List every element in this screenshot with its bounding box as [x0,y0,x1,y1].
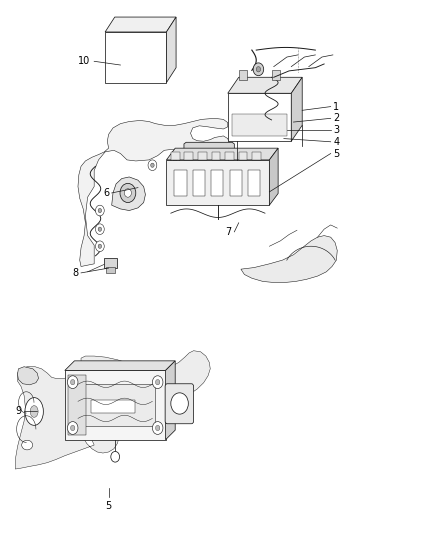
Text: 6: 6 [103,188,109,198]
Circle shape [152,422,163,434]
Polygon shape [166,361,175,440]
FancyBboxPatch shape [104,258,117,268]
Circle shape [155,425,160,431]
Bar [211,170,223,196]
Circle shape [120,183,136,203]
Text: 8: 8 [72,268,78,278]
Ellipse shape [21,440,32,450]
Circle shape [67,376,78,389]
Polygon shape [184,142,234,150]
Ellipse shape [30,406,38,417]
Circle shape [148,160,157,171]
Circle shape [151,163,154,167]
Text: 1: 1 [333,102,339,111]
Circle shape [98,244,102,248]
Circle shape [111,451,120,462]
Polygon shape [105,17,176,32]
Bar [106,266,115,273]
Bar [248,170,260,196]
Text: 5: 5 [106,501,112,511]
Bar [239,152,247,160]
Circle shape [256,67,261,72]
Polygon shape [18,367,39,385]
Text: 5: 5 [333,149,339,158]
Circle shape [171,156,180,166]
Bar [230,170,242,196]
Circle shape [98,208,102,213]
Circle shape [155,379,160,385]
Polygon shape [241,236,337,282]
Polygon shape [291,77,302,141]
Bar [166,160,269,205]
Circle shape [152,376,163,389]
Text: 10: 10 [78,56,91,66]
Polygon shape [112,177,145,211]
Bar [232,115,287,136]
Polygon shape [78,118,230,266]
Bar [171,152,180,160]
Bar [174,170,187,196]
Bar [193,170,205,196]
Bar [239,70,247,80]
Circle shape [95,224,104,235]
Circle shape [171,393,188,414]
Bar [228,93,291,141]
Circle shape [67,422,78,434]
Bar [225,152,234,160]
Bar [212,152,220,160]
Circle shape [95,241,104,252]
Polygon shape [166,17,176,83]
Bar [198,152,207,160]
Bar [68,375,86,435]
Text: 2: 2 [333,114,339,123]
Polygon shape [65,361,175,370]
Bar [184,152,193,160]
Polygon shape [228,77,302,93]
Text: 7: 7 [226,227,232,237]
Bar [65,370,166,440]
Circle shape [71,425,75,431]
Circle shape [124,189,131,197]
Bar [272,70,280,80]
Bar [76,384,155,426]
Bar [91,400,135,413]
Circle shape [253,63,264,76]
Polygon shape [269,148,278,205]
Circle shape [71,379,75,385]
Circle shape [173,159,177,163]
Text: 4: 4 [333,137,339,147]
Polygon shape [166,148,278,160]
Circle shape [98,227,102,231]
Text: 3: 3 [333,125,339,135]
Bar [252,152,261,160]
Ellipse shape [25,398,43,425]
Polygon shape [15,351,210,469]
Bar [105,32,166,83]
Circle shape [95,205,104,216]
Text: 9: 9 [15,407,21,416]
FancyBboxPatch shape [165,384,194,424]
